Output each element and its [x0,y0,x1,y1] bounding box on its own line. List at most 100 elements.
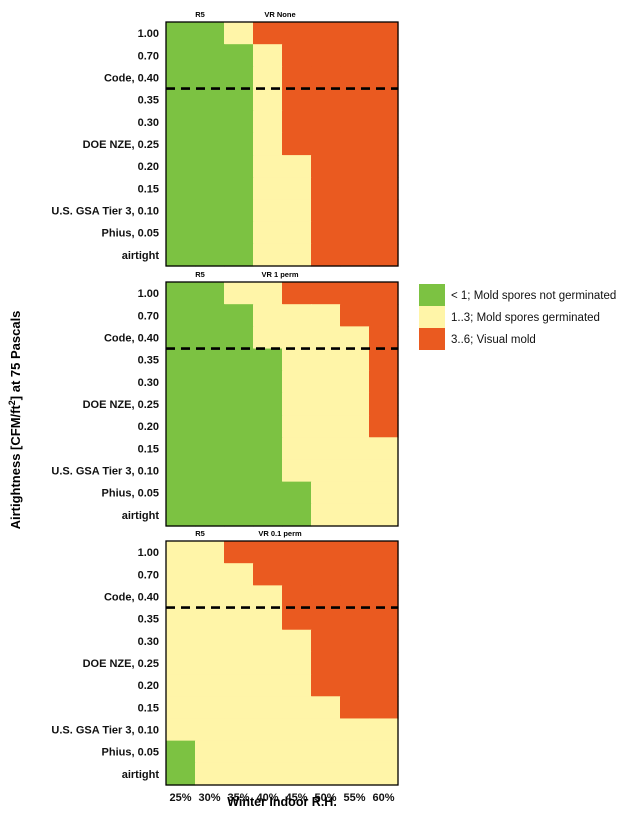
y-tick-label: Code, 0.40 [104,332,159,344]
heatmap-cell [195,762,225,786]
heatmap-cell [282,718,312,742]
heatmap-cell [166,88,196,112]
heatmap-cell [311,221,341,245]
heatmap-cell [253,503,283,527]
heatmap-cell [282,481,312,505]
heatmap-cell [166,629,196,653]
heatmap-cell [224,762,254,786]
heatmap-cell [166,22,196,45]
heatmap-cell [166,155,196,178]
heatmap-cell [311,132,341,156]
heatmap-cell [311,370,341,394]
heatmap-cell [195,541,225,564]
heatmap-cell [166,415,196,438]
heatmap-cell [195,437,225,461]
heatmap-cell [282,44,312,67]
heatmap-cell [224,481,254,505]
heatmap-cell [282,66,312,90]
heatmap-cell [224,740,254,764]
heatmap-cell [282,503,312,527]
x-tick-label: 40% [256,792,278,804]
panel-label-left: R5 [195,529,205,538]
heatmap-cell [224,348,254,372]
heatmap-cell [340,740,370,764]
heatmap-cell [224,392,254,416]
heatmap-cell [166,740,196,764]
heatmap-cell [253,674,283,697]
heatmap-cell [166,541,196,564]
heatmap-cell [369,762,399,786]
heatmap-cell [282,282,312,305]
heatmap-cell [224,718,254,742]
heatmap-cell [195,326,225,350]
x-tick-labels: 25% 30% 35% 40% 45% 50% 55% 60% [169,792,394,804]
heatmap-cell [253,740,283,764]
heatmap-cell [282,607,312,631]
heatmap-cell [195,718,225,742]
heatmap-cell [253,199,283,223]
heatmap-cell [282,740,312,764]
heatmap-cell [166,651,196,675]
heatmap-cell [166,243,196,267]
heatmap-cell [340,585,370,609]
x-tick-label: 25% [169,792,191,804]
heatmap-cell [369,674,399,697]
heatmap-cell [195,44,225,67]
heatmap-cell [369,415,399,438]
heatmap-cell [195,177,225,201]
x-tick-label: 45% [285,792,307,804]
heatmap-cell [369,459,399,483]
heatmap-cell [369,503,399,527]
heatmap-cell [311,177,341,201]
heatmap-cell [282,221,312,245]
heatmap-cell [369,66,399,90]
heatmap-cell [311,718,341,742]
panel-label-left: R5 [195,270,205,279]
heatmap-cell [340,481,370,505]
heatmap-cell [166,437,196,461]
heatmap-cell [224,177,254,201]
y-tick-label: Phius, 0.05 [102,488,159,500]
heatmap-cell [195,88,225,112]
heatmap-cell [253,481,283,505]
heatmap-cell [166,392,196,416]
heatmap-cell [340,221,370,245]
y-tick-label: 1.00 [138,28,159,40]
heatmap-cell [195,282,225,305]
legend-swatch-green [419,284,445,306]
heatmap-cell [224,629,254,653]
heatmap-cell [369,585,399,609]
y-tick-label: 0.20 [138,161,159,173]
heatmap-cell [369,326,399,350]
heatmap-cell [311,541,341,564]
heatmap-cell [224,651,254,675]
legend-swatch-orange [419,328,445,350]
heatmap-cell [195,563,225,586]
heatmap-cell [311,607,341,631]
heatmap-cell [369,541,399,564]
heatmap-cell [340,132,370,156]
heatmap-cell [369,199,399,223]
heatmap-panel: R5 VR None [165,10,399,267]
x-tick-label: 55% [343,792,365,804]
heatmap-cell [369,437,399,461]
y-axis-label-part-1: Airtightness [CFM/ft [8,405,23,530]
heatmap-cell [224,66,254,90]
legend-label-orange: 3..6; Visual mold [451,334,536,346]
heatmap-cell [311,762,341,786]
heatmap-cell [369,718,399,742]
heatmap-cell [195,221,225,245]
heatmap-cell [166,762,196,786]
heatmap-cell [311,651,341,675]
heatmap-cell [166,110,196,134]
heatmap-cell [195,696,225,720]
legend-swatch-yellow [419,306,445,328]
heatmap-cell [282,696,312,720]
heatmap-cell [166,304,196,327]
heatmap-cell [369,44,399,67]
heatmap-cell [369,740,399,764]
heatmap-cell [224,437,254,461]
heatmap-cell [369,177,399,201]
heatmap-cell [369,132,399,156]
heatmap-cell [369,481,399,505]
